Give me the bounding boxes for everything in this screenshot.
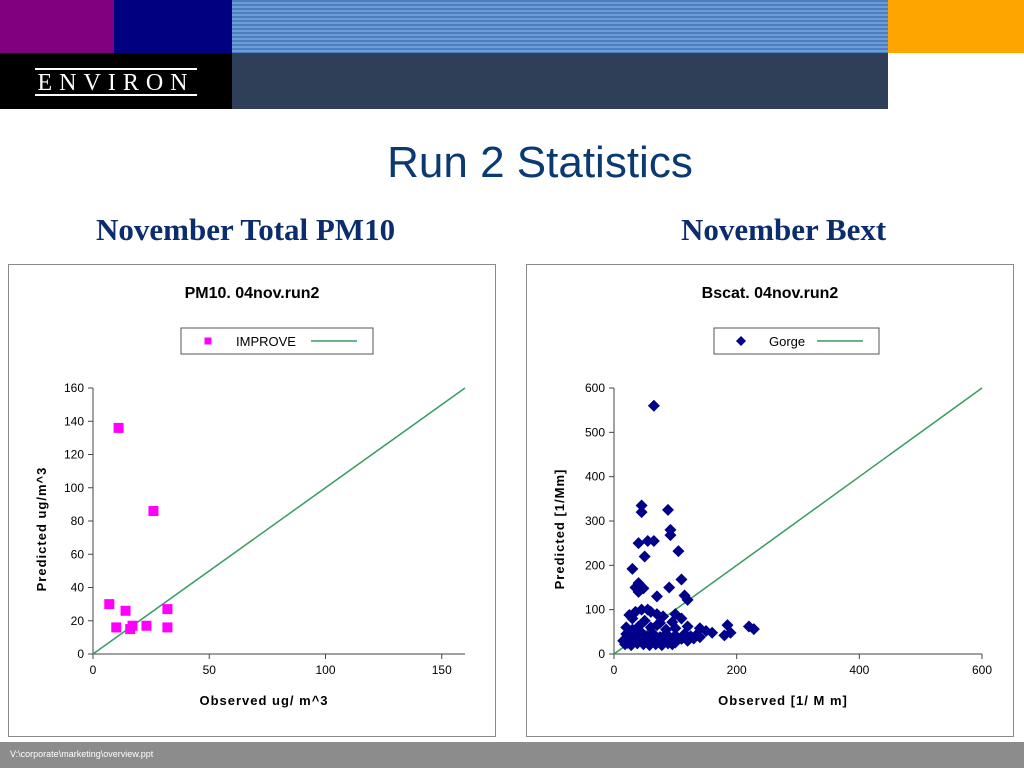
pm10-y-tick-label: 20 [71, 614, 85, 628]
bext-x-tick-label: 200 [727, 663, 747, 677]
bext-data-point [666, 638, 679, 651]
bext-data-point [706, 626, 719, 639]
bext-legend-marker [736, 336, 746, 346]
header-navy-block [114, 0, 232, 53]
bext-data-point [635, 603, 648, 616]
bext-data-point [619, 638, 632, 651]
pm10-y-tick-label: 40 [71, 581, 85, 595]
pm10-y-axis-label: Predicted ug/m^3 [34, 467, 49, 592]
pm10-x-tick-label: 50 [203, 663, 217, 677]
bext-data-point [637, 638, 650, 651]
bext-data-point [626, 562, 639, 575]
bext-x-tick-label: 400 [849, 663, 869, 677]
bext-y-tick-label: 300 [585, 514, 605, 528]
bext-data-point [626, 633, 639, 646]
footer-bar: V:\corporate\marketing\overview.ppt [0, 742, 1024, 768]
bext-data-point [635, 499, 648, 512]
footer-file-path: V:\corporate\marketing\overview.ppt [10, 749, 154, 759]
bext-data-point [663, 581, 676, 594]
pm10-x-tick-label: 100 [315, 663, 335, 677]
pm10-data-point [113, 422, 124, 433]
bext-data-point [629, 581, 642, 594]
bext-y-tick-label: 100 [585, 603, 605, 617]
pm10-y-tick-label: 120 [64, 448, 84, 462]
bext-y-tick-label: 500 [585, 425, 605, 439]
bext-data-point [675, 612, 688, 625]
bext-y-tick-label: 400 [585, 470, 605, 484]
bext-y-tick-label: 600 [585, 381, 605, 395]
pm10-data-point [111, 622, 122, 633]
header-stripes-block [232, 0, 888, 53]
pm10-x-tick-label: 150 [432, 663, 452, 677]
pm10-chart-title: PM10. 04nov.run2 [185, 285, 320, 302]
bext-x-tick-label: 600 [972, 663, 992, 677]
pm10-data-point [141, 620, 152, 631]
pm10-data-point [162, 604, 173, 615]
bext-y-tick-label: 200 [585, 558, 605, 572]
pm10-y-tick-label: 160 [64, 381, 84, 395]
pm10-data-point [148, 506, 159, 517]
pm10-y-tick-label: 60 [71, 547, 85, 561]
pm10-legend-marker [204, 337, 212, 345]
bext-data-point [643, 639, 656, 652]
bext-data-point [650, 590, 663, 603]
bext-chart-panel: Bscat. 04nov.run2 Gorge 0 100 200 300 400 500 60… [526, 264, 1014, 737]
bext-one-to-one-line [613, 387, 983, 655]
pm10-data-point [104, 599, 115, 610]
bext-data-point [635, 506, 648, 519]
header-purple-block [0, 0, 114, 53]
pm10-one-to-one-line [92, 387, 466, 655]
pm10-data-point [120, 605, 131, 616]
pm10-y-tick-label: 100 [64, 481, 84, 495]
pm10-y-tick-label: 80 [71, 514, 85, 528]
pm10-y-tick-label: 0 [77, 647, 84, 661]
bext-legend-label: Gorge [769, 334, 805, 349]
header-slate-block [232, 53, 888, 109]
bext-data-point [747, 623, 760, 636]
pm10-legend-label: IMPROVE [236, 334, 296, 349]
header-black-block [0, 53, 232, 109]
pm10-scatter-chart: PM10. 04nov.run2 IMPROVE 0 20 40 60 80 100 120 14… [34, 285, 466, 708]
bext-data-point [647, 534, 660, 547]
bext-chart-title: Bscat. 04nov.run2 [702, 285, 839, 302]
bext-data-point [669, 622, 682, 635]
bext-data-point [675, 573, 688, 586]
bext-x-tick-label: 0 [611, 663, 618, 677]
pm10-chart-panel: PM10. 04nov.run2 IMPROVE 0 20 40 60 80 100 120 14… [8, 264, 496, 737]
bext-data-point [626, 612, 639, 625]
bext-data-point [672, 545, 685, 558]
bext-data-point [632, 585, 645, 598]
bext-data-point [721, 619, 734, 632]
bext-data-point [641, 534, 654, 547]
bext-data-point [650, 619, 663, 632]
bext-y-tick-label: 0 [598, 647, 605, 661]
bext-data-point [647, 399, 660, 412]
bext-data-point [649, 638, 662, 651]
logo-text: ENVIRON [38, 70, 195, 96]
bext-data-point [632, 537, 645, 550]
bext-data-point [620, 621, 633, 634]
environ-logo: ENVIRON [0, 60, 232, 102]
pm10-x-axis-label: Observed ug/ m^3 [199, 693, 328, 708]
pm10-y-tick-label: 140 [64, 414, 84, 428]
pm10-data-point [127, 620, 138, 631]
subtitle-right: November Bext [681, 212, 887, 247]
bext-data-point [718, 629, 731, 642]
pm10-x-tick-label: 0 [90, 663, 97, 677]
bext-data-point [664, 529, 677, 542]
bext-data-point [638, 550, 651, 563]
subtitle-left: November Total PM10 [96, 212, 396, 247]
bext-data-point [625, 639, 638, 652]
bext-scatter-chart: Bscat. 04nov.run2 Gorge 0 100 200 300 400 500 60… [552, 285, 992, 708]
bext-y-axis-label: Predicted [1/Mm] [552, 469, 567, 590]
bext-x-axis-label: Observed [1/ M m] [718, 693, 848, 708]
bext-data-point [693, 631, 706, 644]
pm10-data-point [162, 622, 173, 633]
page-title: Run 2 Statistics [387, 138, 693, 187]
bext-data-point [661, 503, 674, 516]
bext-data-point [681, 593, 694, 606]
header-orange-block [888, 0, 1024, 53]
